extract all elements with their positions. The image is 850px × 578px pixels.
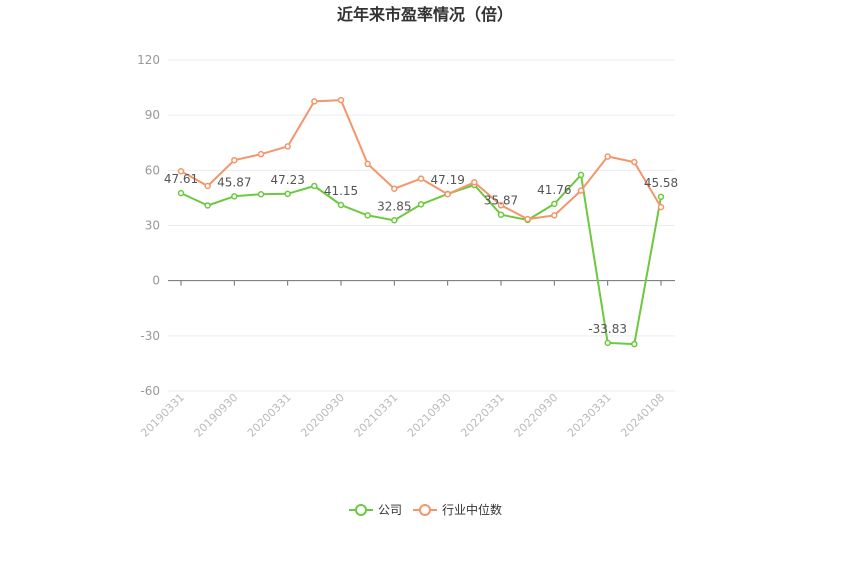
data-label: 41.15: [324, 184, 358, 198]
data-point[interactable]: [231, 193, 238, 200]
data-point[interactable]: [231, 156, 238, 164]
x-tick-label: 20240108: [618, 391, 667, 440]
y-tick-label: 90: [145, 108, 160, 122]
data-label: 32.85: [377, 199, 411, 213]
data-label: 41.76: [537, 183, 571, 197]
x-tick-label: 20220331: [458, 391, 507, 440]
data-label: 47.19: [430, 173, 464, 187]
y-tick-label: -60: [140, 384, 160, 398]
data-point[interactable]: [311, 182, 318, 190]
data-point[interactable]: [391, 185, 398, 192]
data-point[interactable]: [204, 202, 211, 209]
data-point[interactable]: [364, 212, 371, 219]
data-point[interactable]: [604, 339, 611, 347]
data-point[interactable]: [284, 143, 291, 150]
y-tick-label: -30: [140, 329, 160, 343]
legend-item-0[interactable]: 公司: [349, 503, 402, 517]
legend[interactable]: 公司 行业中位数: [349, 502, 502, 517]
data-label: 45.58: [644, 176, 678, 190]
x-tick-label: 20210331: [352, 391, 401, 440]
legend-marker: [355, 504, 367, 516]
data-point[interactable]: [364, 160, 371, 168]
x-tick-label: 20200930: [298, 391, 347, 440]
data-point[interactable]: [177, 168, 185, 175]
data-point[interactable]: [551, 212, 558, 219]
legend-label: 公司: [378, 503, 402, 517]
legend-marker: [419, 504, 431, 516]
chart-title: 近年来市盈率情况（倍）: [337, 5, 513, 24]
data-labels: 47.61 45.87 47.23 41.15 32.85 47.19 35.87 41.76…: [164, 172, 678, 336]
data-point[interactable]: [444, 190, 451, 198]
data-point[interactable]: [257, 150, 265, 158]
data-label: 47.61: [164, 172, 198, 186]
y-tick-label: 30: [145, 219, 160, 233]
legend-label: 行业中位数: [442, 502, 502, 517]
legend-item-1[interactable]: 行业中位数: [413, 502, 502, 517]
y-tick-label: 120: [137, 53, 160, 67]
data-point[interactable]: [604, 153, 611, 160]
grid-lines: [168, 59, 675, 392]
data-point[interactable]: [391, 217, 398, 224]
y-tick-label: 60: [145, 163, 160, 177]
x-tick-label: 20230331: [565, 391, 614, 440]
data-point[interactable]: [497, 211, 505, 218]
data-point[interactable]: [657, 203, 665, 211]
x-tick-label: 20190930: [192, 391, 241, 440]
x-tick-label: 20210930: [405, 391, 454, 440]
data-point[interactable]: [337, 96, 345, 104]
data-point[interactable]: [311, 98, 318, 105]
data-point[interactable]: [631, 158, 638, 166]
data-point[interactable]: [497, 202, 505, 209]
series-layer: [177, 96, 665, 348]
data-point[interactable]: [471, 179, 478, 186]
data-label: -33.83: [588, 322, 627, 336]
data-label: 35.87: [484, 194, 518, 208]
axes: -60 -30 0 30 60 90 120 20190331 20190930 20200331…: [137, 53, 675, 440]
data-point[interactable]: [551, 200, 558, 208]
x-tick-label: 20220930: [512, 391, 561, 440]
data-label: 47.23: [270, 173, 304, 187]
data-point[interactable]: [177, 189, 185, 197]
data-point[interactable]: [524, 215, 531, 223]
x-tick-label: 20190331: [138, 391, 187, 440]
x-tick-label: 20200331: [245, 391, 294, 440]
series-line-0: [180, 173, 662, 346]
data-label: 45.87: [217, 175, 251, 189]
data-point[interactable]: [417, 201, 425, 208]
y-tick-label: 0: [152, 274, 160, 288]
data-point[interactable]: [257, 190, 265, 198]
data-point[interactable]: [631, 340, 638, 348]
data-point[interactable]: [577, 187, 585, 194]
data-point[interactable]: [284, 190, 291, 198]
data-point[interactable]: [417, 175, 425, 182]
data-point[interactable]: [577, 171, 585, 179]
data-point[interactable]: [204, 182, 211, 190]
data-point[interactable]: [657, 193, 665, 201]
data-point[interactable]: [337, 201, 345, 209]
